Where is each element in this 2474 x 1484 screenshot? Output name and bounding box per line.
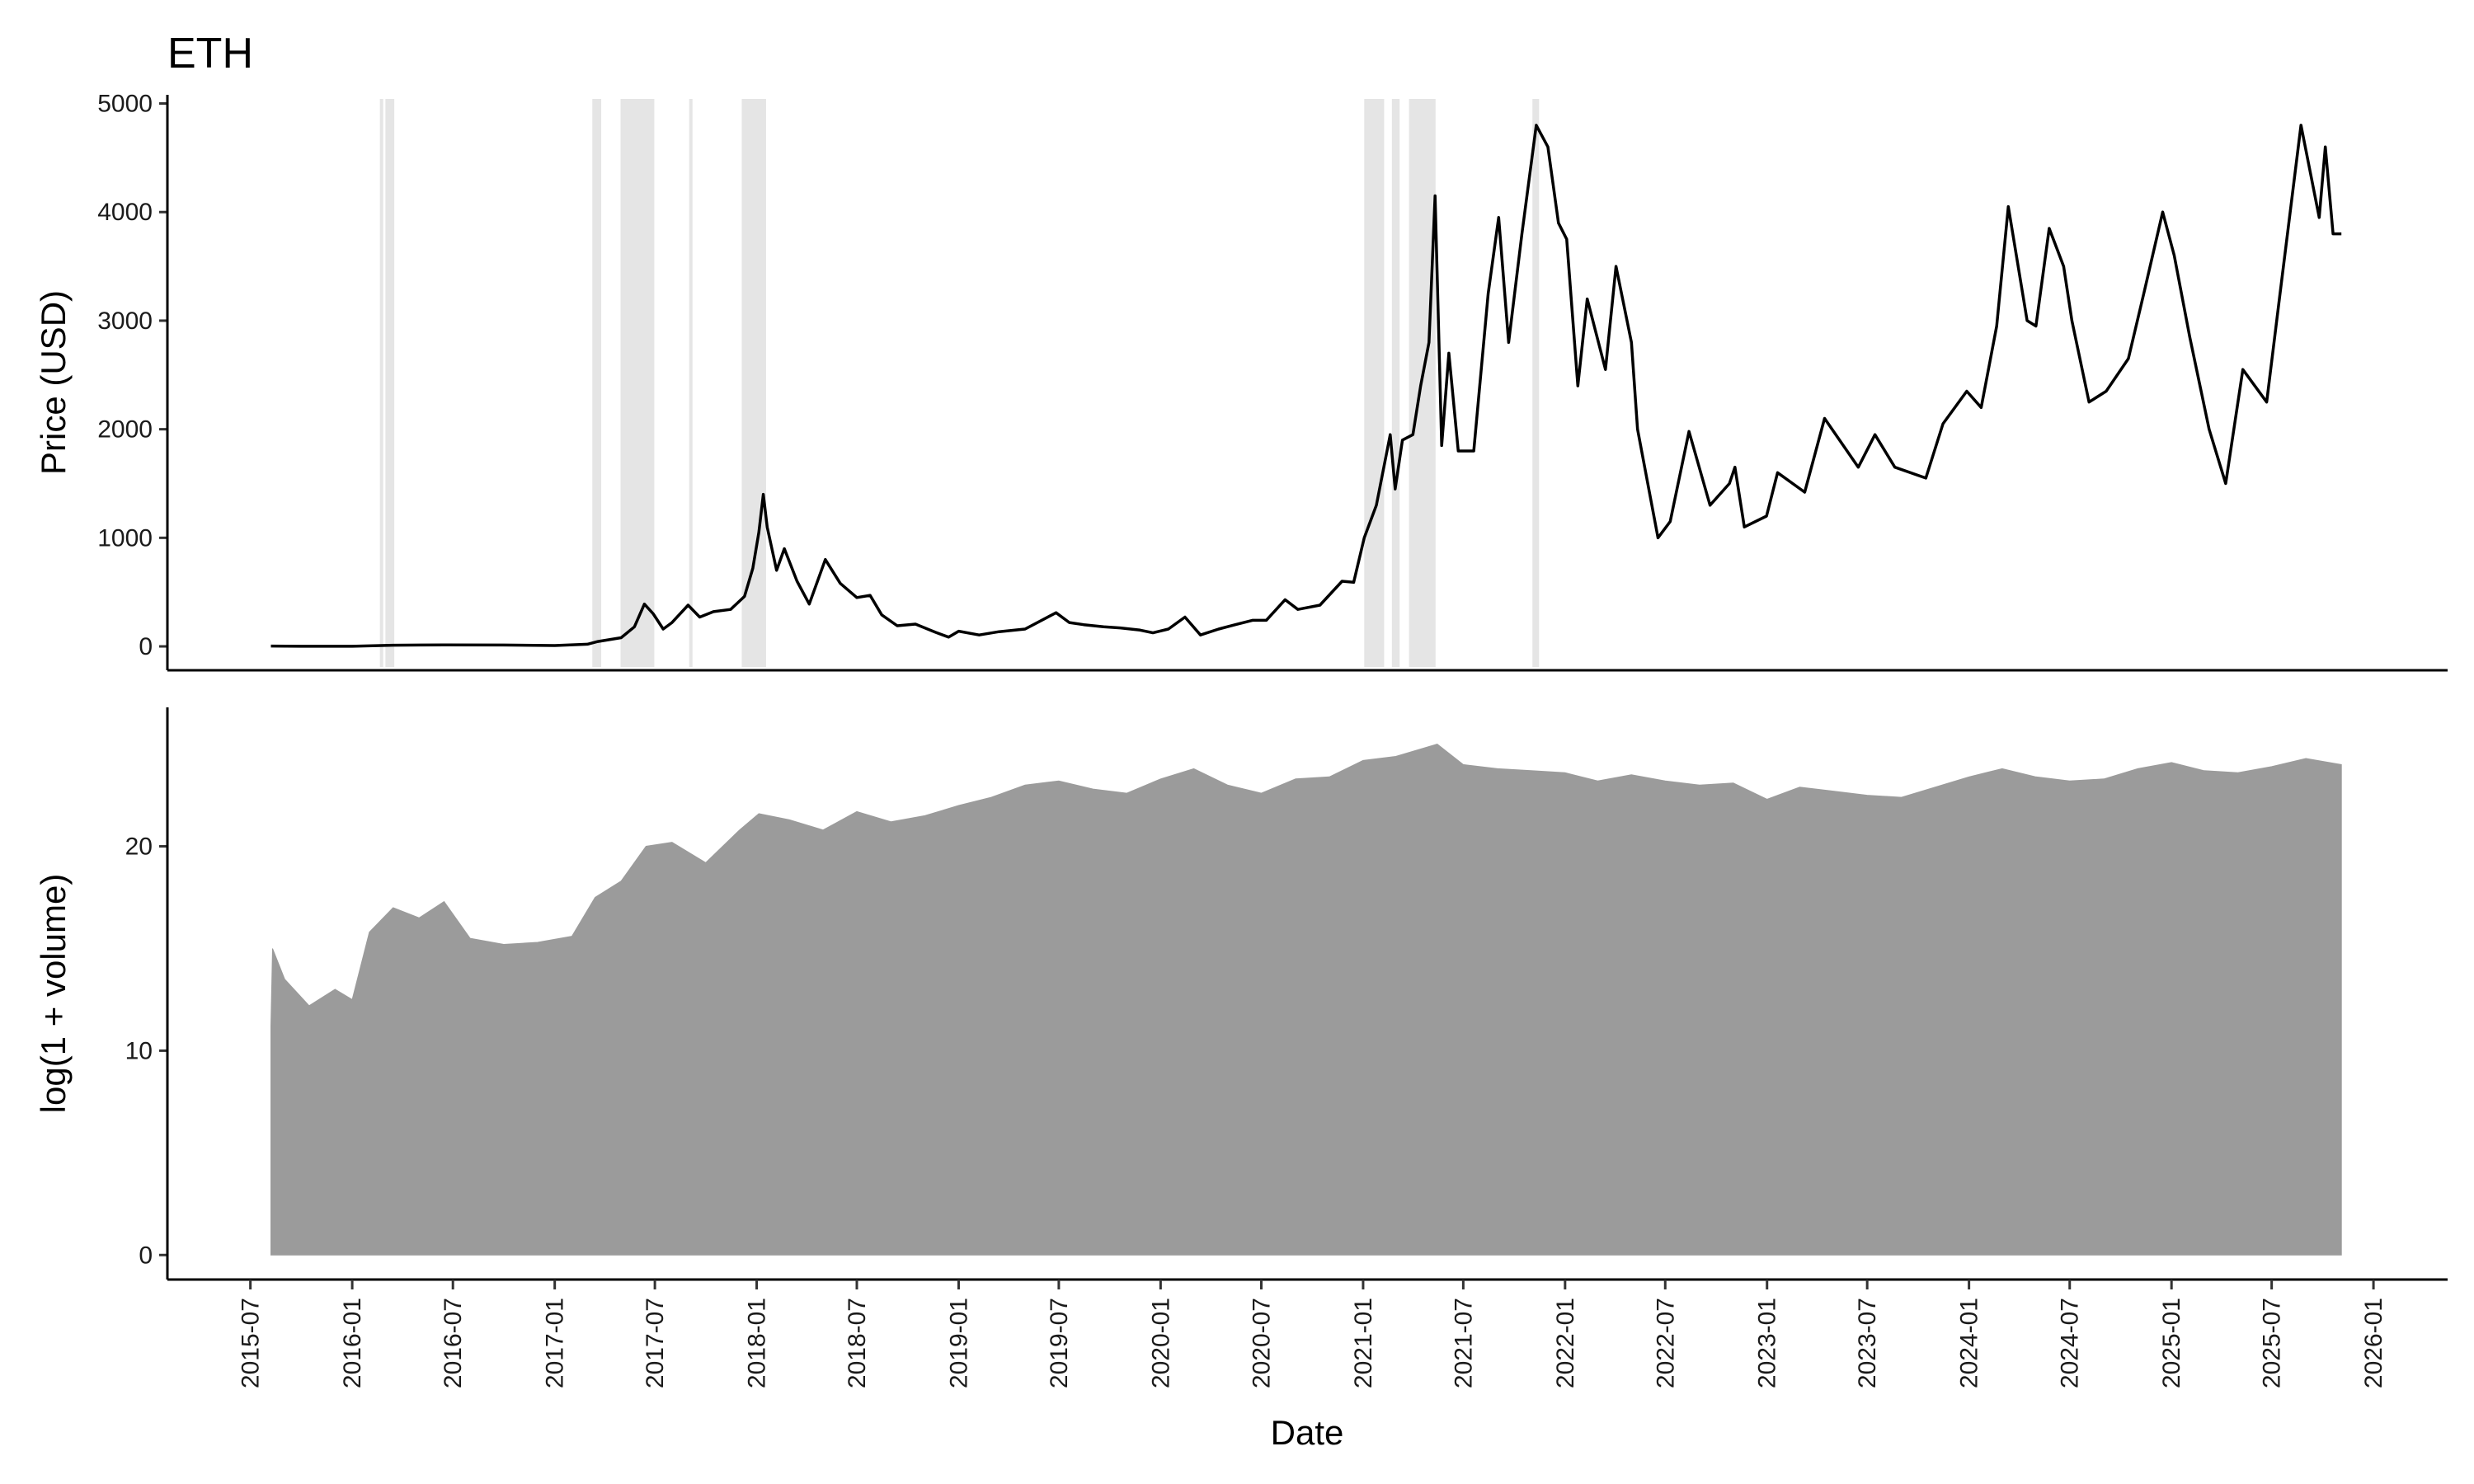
date-tick-label: 2021-01 xyxy=(1350,1298,1377,1388)
date-tick-label: 2021-07 xyxy=(1450,1298,1477,1388)
date-tick-label: 2015-07 xyxy=(238,1298,265,1388)
price-y-tick-label: 1000 xyxy=(97,524,153,552)
date-tick-label: 2017-07 xyxy=(642,1298,669,1388)
shaded-period-3 xyxy=(620,99,655,667)
price-y-tick-label: 4000 xyxy=(97,199,153,226)
date-tick-label: 2024-07 xyxy=(2057,1298,2084,1388)
price-line-layer xyxy=(270,124,2342,648)
date-tick-label: 2026-01 xyxy=(2360,1298,2387,1388)
price-y-axis: 0 1000 2000 3000 4000 5000 xyxy=(97,91,167,660)
volume-y-tick-label: 0 xyxy=(139,1242,153,1269)
date-tick-label: 2018-07 xyxy=(844,1298,871,1388)
date-tick-label: 2022-07 xyxy=(1652,1298,1679,1388)
date-tick-label: 2025-07 xyxy=(2259,1298,2286,1388)
date-tick-label: 2019-01 xyxy=(946,1298,973,1388)
date-tick-label: 2018-01 xyxy=(744,1298,771,1388)
shaded-period-9 xyxy=(1532,99,1540,667)
date-tick-label: 2023-07 xyxy=(1854,1298,1881,1388)
date-tick-label: 2019-07 xyxy=(1046,1298,1073,1388)
shaded-period-5 xyxy=(741,99,766,667)
price-y-tick-label: 5000 xyxy=(97,91,153,118)
price-shaded-periods xyxy=(379,99,1540,667)
date-tick-label: 2024-01 xyxy=(1956,1298,1983,1388)
date-tick-label: 2017-01 xyxy=(542,1298,569,1388)
price-y-tick-label: 3000 xyxy=(97,308,153,335)
price-y-tick-label: 2000 xyxy=(97,416,153,444)
price-y-axis-title: Price (USD) xyxy=(34,290,73,475)
shaded-period-4 xyxy=(689,99,693,667)
date-tick-label: 2023-01 xyxy=(1754,1298,1781,1388)
shaded-period-2 xyxy=(592,99,602,667)
date-tick-label: 2016-07 xyxy=(440,1298,467,1388)
shaded-period-1 xyxy=(385,99,395,667)
chart-title: ETH xyxy=(167,30,253,77)
date-tick-label: 2025-01 xyxy=(2158,1298,2185,1388)
shaded-period-7 xyxy=(1391,99,1400,667)
volume-series-area xyxy=(270,744,2342,1256)
date-tick-label: 2022-01 xyxy=(1552,1298,1579,1388)
date-axis: 2015-07 2016-01 2016-07 2017-01 2017-07 2018-… xyxy=(238,1280,2387,1388)
volume-y-axis-title: log(1 + volume) xyxy=(34,874,73,1114)
date-tick-label: 2016-01 xyxy=(339,1298,366,1388)
price-series-line xyxy=(270,124,2342,648)
volume-area-layer xyxy=(270,744,2342,1256)
volume-y-axis: 0 10 20 xyxy=(125,834,167,1269)
date-tick-label: 2020-07 xyxy=(1249,1298,1276,1388)
date-axis-title: Date xyxy=(1271,1413,1344,1452)
volume-y-tick-label: 20 xyxy=(125,834,153,861)
price-y-tick-label: 0 xyxy=(139,633,153,660)
date-tick-label: 2020-01 xyxy=(1147,1298,1174,1388)
shaded-period-6 xyxy=(1364,99,1385,667)
volume-y-tick-label: 10 xyxy=(125,1037,153,1064)
shaded-period-0 xyxy=(379,99,383,667)
volume-panel: 0 10 20 log(1 + volume) xyxy=(34,707,2448,1281)
price-panel: 0 1000 2000 3000 4000 5000 Price (USD) xyxy=(34,91,2448,672)
